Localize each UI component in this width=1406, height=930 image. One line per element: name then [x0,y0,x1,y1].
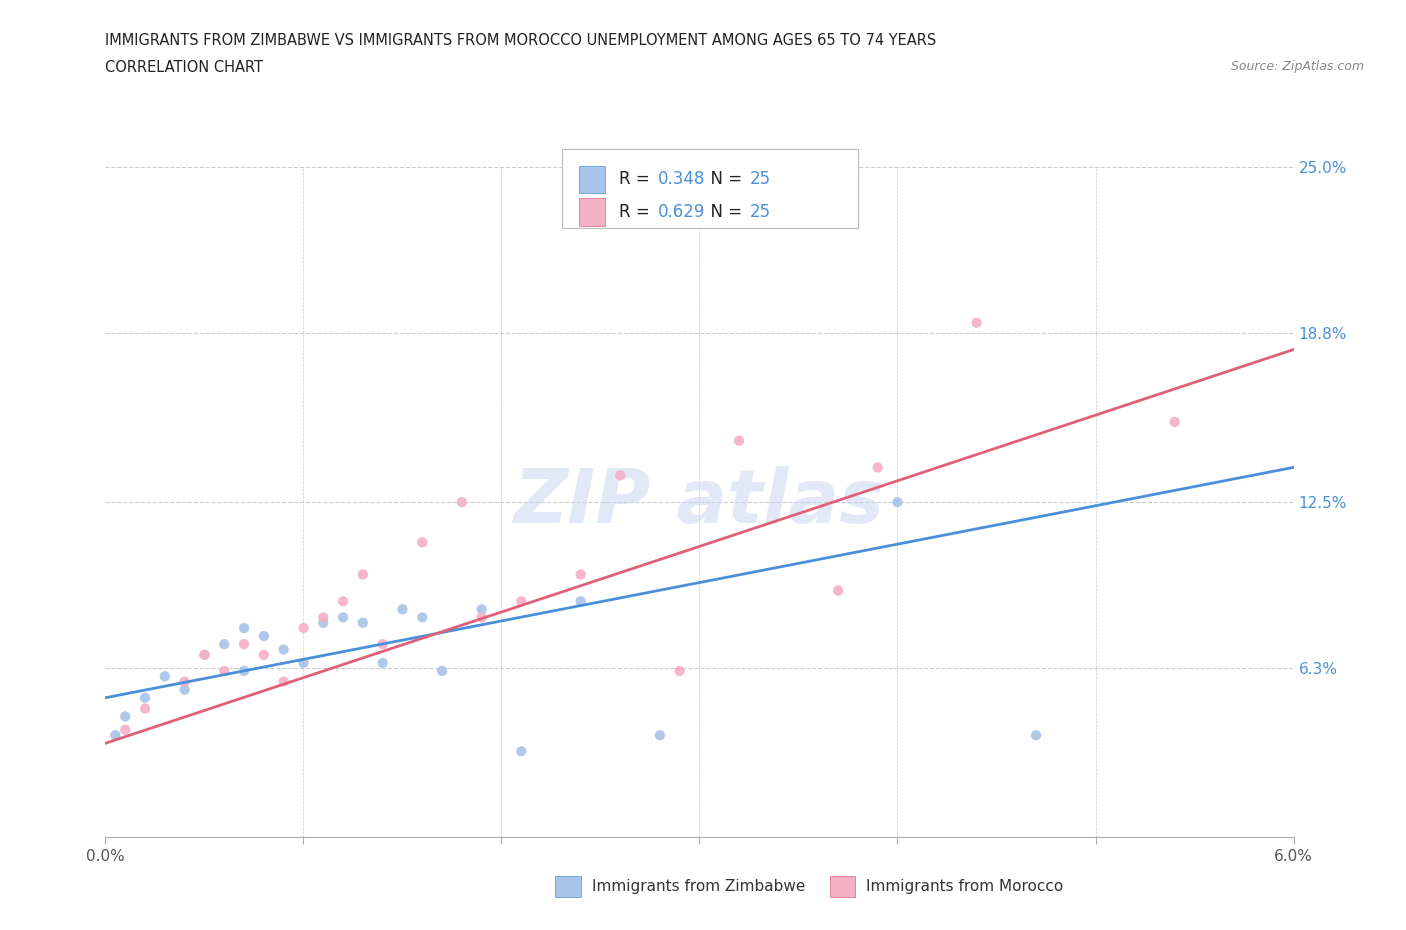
Point [104,728,127,743]
Text: 0.348: 0.348 [658,170,706,189]
Text: N =: N = [700,203,748,221]
Point [1025,728,1047,743]
Text: R =: R = [619,203,655,221]
Point [411,535,433,550]
Point [233,620,256,635]
Point [371,656,394,671]
Point [352,567,374,582]
Text: R =: R = [619,170,655,189]
Text: 0.629: 0.629 [658,203,706,221]
Point [134,701,156,716]
Text: CORRELATION CHART: CORRELATION CHART [105,60,263,75]
Text: Immigrants from Morocco: Immigrants from Morocco [866,879,1063,894]
Text: 25: 25 [749,170,770,189]
Point [114,709,136,724]
Point [391,602,413,617]
Text: IMMIGRANTS FROM ZIMBABWE VS IMMIGRANTS FROM MOROCCO UNEMPLOYMENT AMONG AGES 65 T: IMMIGRANTS FROM ZIMBABWE VS IMMIGRANTS F… [105,33,936,47]
Point [193,647,215,662]
Point [1164,415,1187,430]
Point [332,594,354,609]
Point [253,629,276,644]
Point [312,616,335,631]
Point [233,637,256,652]
Point [292,656,315,671]
Point [173,674,195,689]
Point [253,647,276,662]
Point [214,663,236,678]
Point [609,468,631,483]
Point [471,602,494,617]
Point [569,594,592,609]
Text: N =: N = [700,170,748,189]
Point [312,610,335,625]
Point [233,663,256,678]
Point [371,637,394,652]
Text: Source: ZipAtlas.com: Source: ZipAtlas.com [1230,60,1364,73]
Point [153,669,176,684]
Point [352,616,374,631]
Point [450,495,472,510]
Point [827,583,849,598]
Point [292,620,315,635]
Point [273,642,295,657]
Point [332,610,354,625]
Point [173,683,195,698]
Point [886,495,908,510]
Text: Immigrants from Zimbabwe: Immigrants from Zimbabwe [592,879,806,894]
Text: ZIP atlas: ZIP atlas [515,466,884,538]
Point [471,610,494,625]
Point [569,567,592,582]
Point [411,610,433,625]
Point [510,744,533,759]
Text: 25: 25 [749,203,770,221]
Point [134,690,156,705]
Point [273,674,295,689]
Point [214,637,236,652]
Point [728,433,751,448]
Point [114,723,136,737]
Point [648,728,671,743]
Point [510,594,533,609]
Point [430,663,453,678]
Point [668,663,690,678]
Point [193,647,215,662]
Point [866,460,889,475]
Point [966,315,988,330]
